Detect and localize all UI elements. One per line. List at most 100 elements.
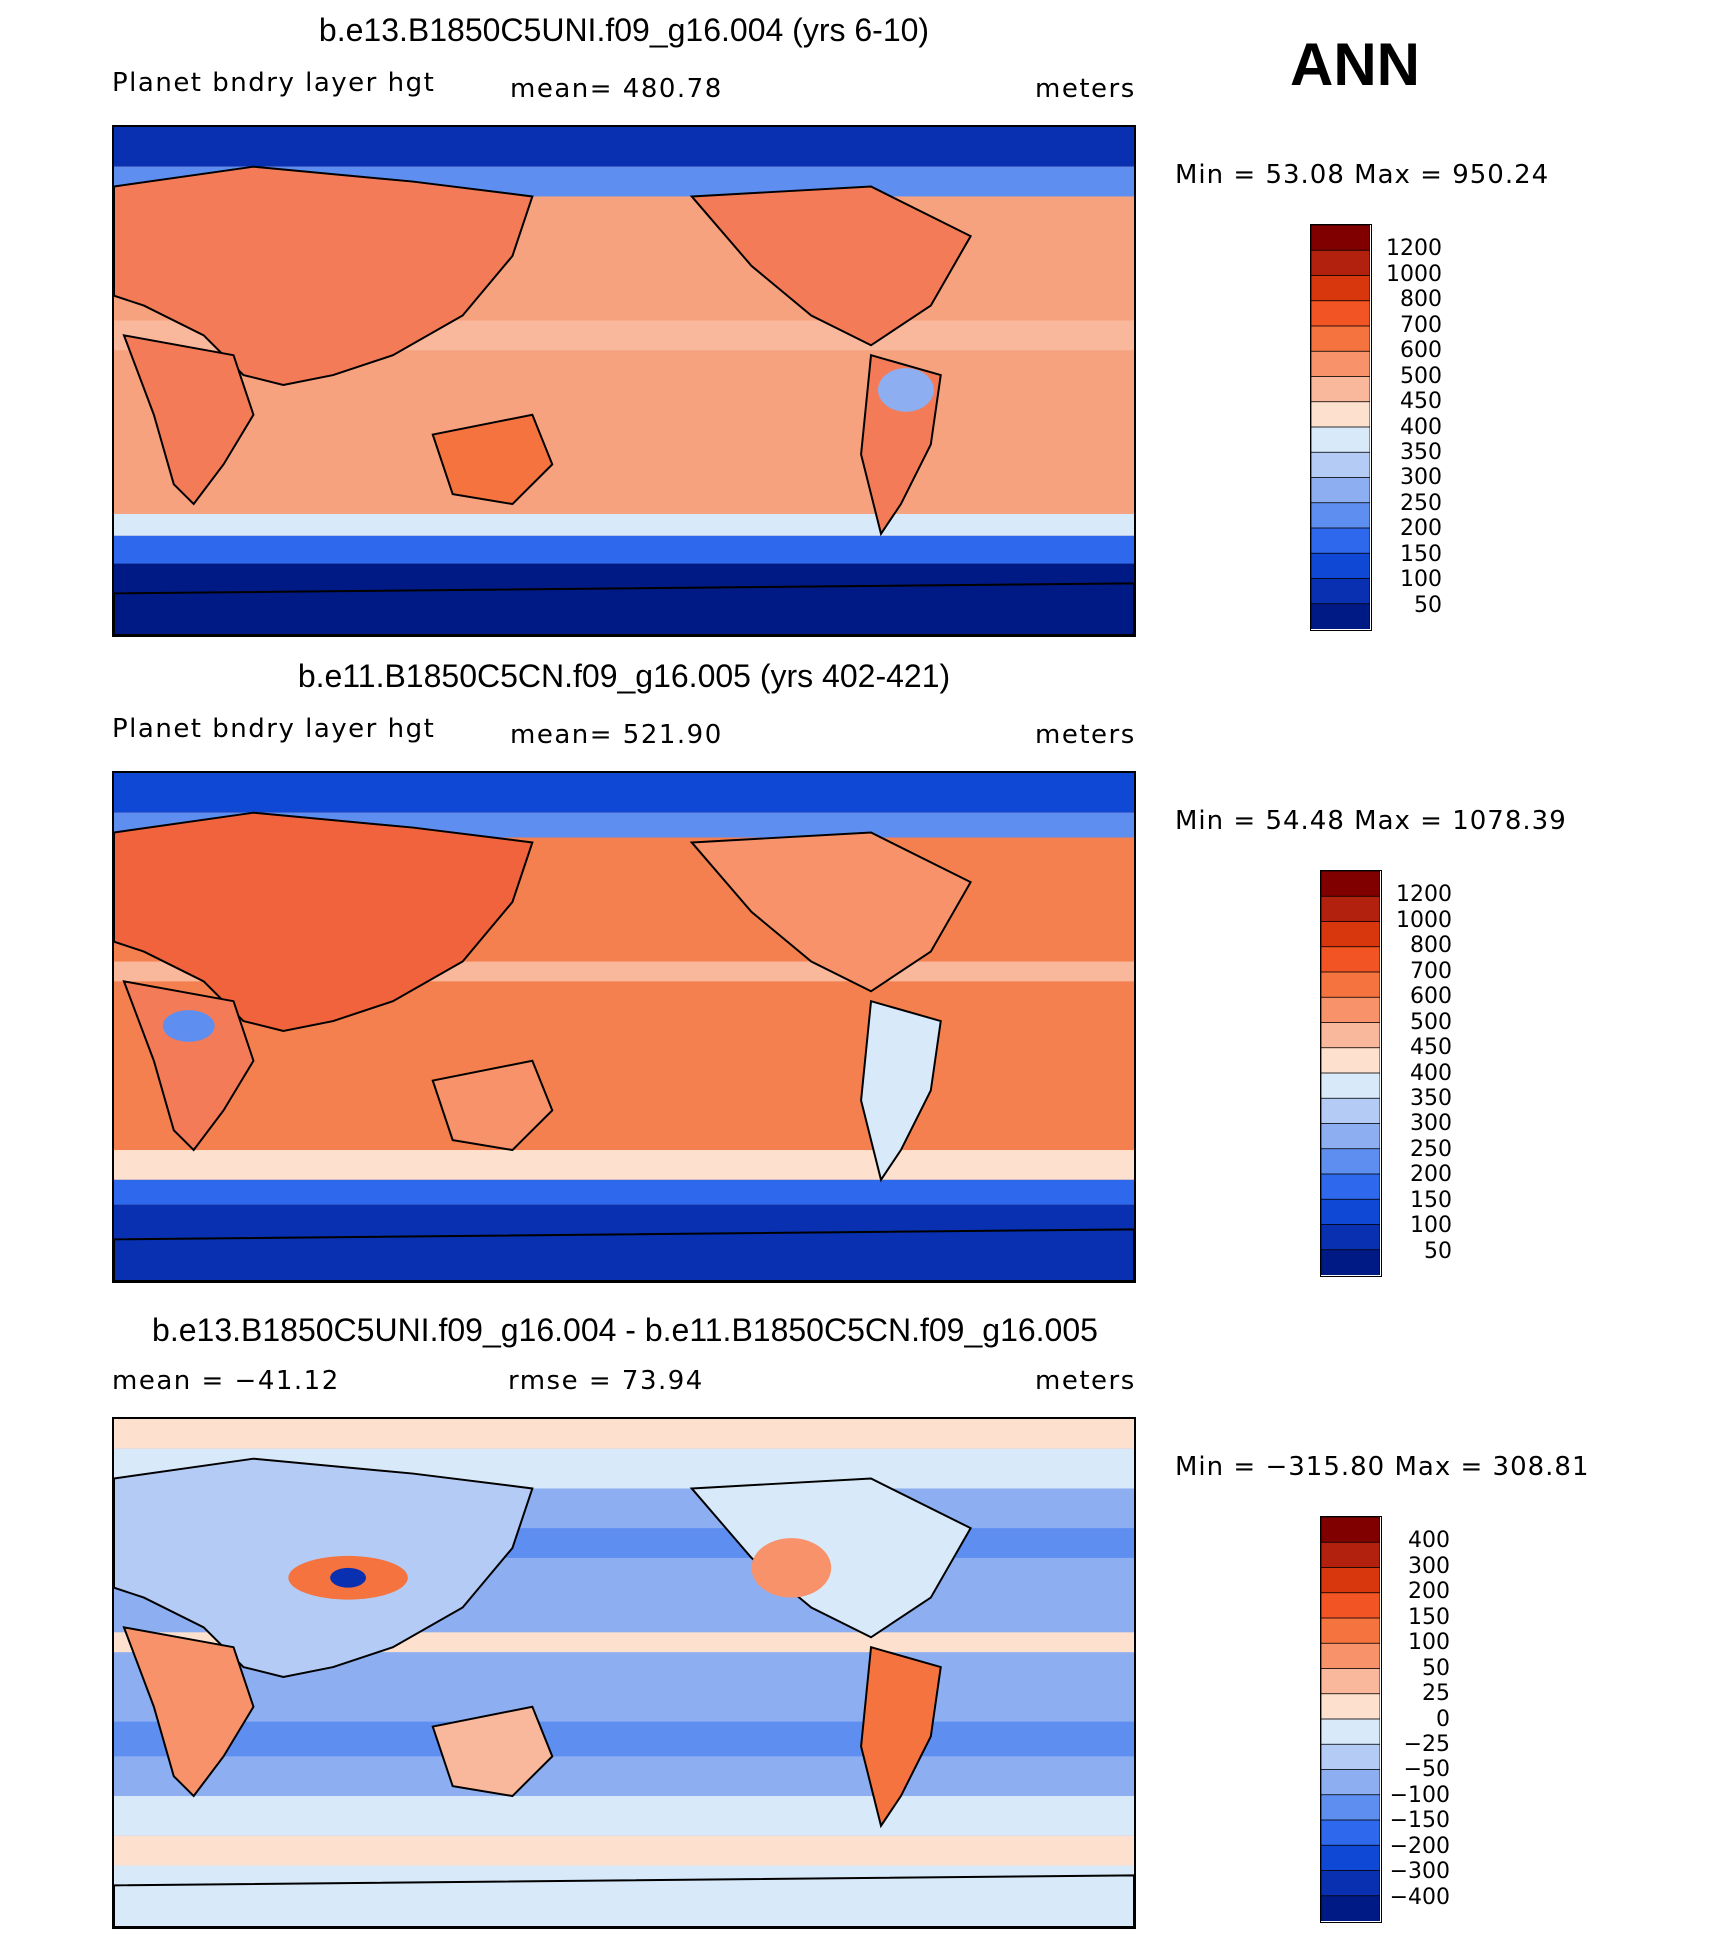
colorbar-tick-label: 300 — [1400, 465, 1442, 491]
colorbar-swatch — [1311, 275, 1370, 302]
panel-3-mean: mean = −41.12 — [112, 1366, 340, 1396]
colorbar-swatch — [1311, 552, 1370, 580]
colorbar-swatch — [1321, 1198, 1380, 1226]
colorbar-tick-label: 450 — [1400, 389, 1442, 415]
colorbar-tick-label: −150 — [1389, 1808, 1450, 1834]
colorbar-tick-label: 1200 — [1396, 882, 1452, 908]
colorbar-swatch — [1311, 578, 1370, 605]
panel-3-title: b.e13.B1850C5UNI.f09_g16.004 - b.e11.B18… — [152, 1312, 1098, 1348]
colorbar-swatch — [1321, 1743, 1380, 1771]
colorbar-swatch — [1321, 1693, 1380, 1720]
colorbar-swatch — [1321, 1718, 1380, 1746]
colorbar-tick-label: 100 — [1400, 567, 1442, 593]
colorbar-tick-label: 400 — [1410, 1060, 1452, 1086]
colorbar-swatch — [1321, 1895, 1380, 1921]
panel-1-colorbar — [1310, 224, 1372, 631]
colorbar-tick-label: 800 — [1400, 287, 1442, 313]
colorbar-tick-label: 400 — [1408, 1528, 1450, 1554]
colorbar-tick-label: 400 — [1400, 414, 1442, 440]
colorbar-swatch — [1321, 1224, 1380, 1251]
colorbar-tick-label: 700 — [1400, 312, 1442, 338]
colorbar-tick-label: 200 — [1400, 516, 1442, 542]
panel-3-colorbar — [1320, 1516, 1382, 1923]
colorbar-swatch — [1321, 1870, 1380, 1897]
colorbar-swatch — [1321, 1517, 1380, 1544]
colorbar-tick-label: 600 — [1410, 984, 1452, 1010]
season-label: ANN — [1290, 31, 1420, 98]
colorbar-swatch — [1321, 1642, 1380, 1670]
colorbar-swatch — [1311, 603, 1370, 629]
colorbar-swatch — [1321, 971, 1380, 999]
colorbar-swatch — [1321, 1173, 1380, 1201]
panel-1-mean: mean= 480.78 — [510, 74, 723, 104]
panel-2-title: b.e11.B1850C5CN.f09_g16.005 (yrs 402-421… — [297, 658, 951, 694]
colorbar-tick-label: −400 — [1389, 1884, 1450, 1910]
colorbar-swatch — [1321, 921, 1380, 948]
colorbar-swatch — [1311, 300, 1370, 327]
colorbar-swatch — [1321, 1819, 1380, 1847]
colorbar-tick-label: −50 — [1403, 1757, 1450, 1783]
colorbar-swatch — [1321, 1022, 1380, 1049]
colorbar-swatch — [1321, 871, 1380, 898]
colorbar-swatch — [1311, 451, 1370, 479]
panel-2-mean: mean= 521.90 — [510, 720, 723, 750]
colorbar-swatch — [1311, 325, 1370, 353]
panel-3-map — [112, 1417, 1136, 1929]
colorbar-tick-label: 0 — [1436, 1706, 1450, 1732]
panel-1-title: b.e13.B1850C5UNI.f09_g16.004 (yrs 6-10) — [318, 12, 930, 48]
colorbar-swatch — [1321, 1844, 1380, 1872]
colorbar-tick-label: 50 — [1424, 1238, 1452, 1264]
colorbar-swatch — [1311, 502, 1370, 529]
colorbar-tick-label: 50 — [1422, 1655, 1450, 1681]
colorbar-tick-label: −25 — [1403, 1731, 1450, 1757]
colorbar-swatch — [1321, 1567, 1380, 1594]
panel-3-minmax: Min = −315.80 Max = 308.81 — [1175, 1452, 1590, 1482]
panel-2-colorbar-labels: 1200 1000 800 700 600 500 450 400 350 300 250 200 15… — [1388, 870, 1452, 1277]
colorbar-tick-label: 200 — [1410, 1162, 1452, 1188]
colorbar-tick-label: 250 — [1400, 490, 1442, 516]
colorbar-swatch — [1311, 401, 1370, 428]
colorbar-swatch — [1321, 1668, 1380, 1695]
colorbar-swatch — [1311, 376, 1370, 403]
colorbar-tick-label: 1200 — [1386, 236, 1442, 262]
colorbar-swatch — [1321, 1794, 1380, 1821]
colorbar-swatch — [1321, 1097, 1380, 1125]
colorbar-tick-label: 500 — [1410, 1009, 1452, 1035]
colorbar-tick-label: 1000 — [1386, 261, 1442, 287]
colorbar-swatch — [1311, 249, 1370, 277]
panel-2-colorbar — [1320, 870, 1382, 1277]
colorbar-tick-label: 350 — [1400, 439, 1442, 465]
colorbar-tick-label: 150 — [1410, 1187, 1452, 1213]
colorbar-swatch — [1311, 350, 1370, 378]
panel-3-units: meters — [1035, 1366, 1136, 1396]
colorbar-tick-label: 350 — [1410, 1085, 1452, 1111]
panel-1-minmax: Min = 53.08 Max = 950.24 — [1175, 160, 1550, 190]
colorbar-tick-label: 300 — [1410, 1111, 1452, 1137]
panel-2-units: meters — [1035, 720, 1136, 750]
colorbar-tick-label: −200 — [1389, 1833, 1450, 1859]
panel-1-variable: Planet bndry layer hgt — [112, 68, 436, 98]
colorbar-tick-label: 250 — [1410, 1136, 1452, 1162]
colorbar-swatch — [1321, 1592, 1380, 1619]
colorbar-tick-label: 50 — [1414, 592, 1442, 618]
colorbar-swatch — [1321, 1617, 1380, 1645]
colorbar-tick-label: 800 — [1410, 933, 1452, 959]
colorbar-tick-label: 25 — [1422, 1681, 1450, 1707]
colorbar-swatch — [1321, 1148, 1380, 1175]
colorbar-swatch — [1311, 426, 1370, 454]
colorbar-swatch — [1321, 1047, 1380, 1074]
panel-1-map — [112, 125, 1136, 637]
colorbar-swatch — [1321, 1072, 1380, 1100]
colorbar-swatch — [1321, 895, 1380, 923]
colorbar-tick-label: 600 — [1400, 338, 1442, 364]
colorbar-swatch — [1321, 1123, 1380, 1150]
panel-3-colorbar-labels: 400 300 200 150 100 50 25 0 −25 −50 −100 −150 −200 −3… — [1378, 1516, 1450, 1923]
colorbar-tick-label: 150 — [1408, 1604, 1450, 1630]
colorbar-swatch — [1321, 946, 1380, 973]
colorbar-tick-label: 500 — [1400, 363, 1442, 389]
colorbar-tick-label: 100 — [1410, 1213, 1452, 1239]
colorbar-tick-label: 200 — [1408, 1579, 1450, 1605]
colorbar-swatch — [1321, 1769, 1380, 1796]
colorbar-swatch — [1311, 225, 1370, 252]
panel-1-units: meters — [1035, 74, 1136, 104]
